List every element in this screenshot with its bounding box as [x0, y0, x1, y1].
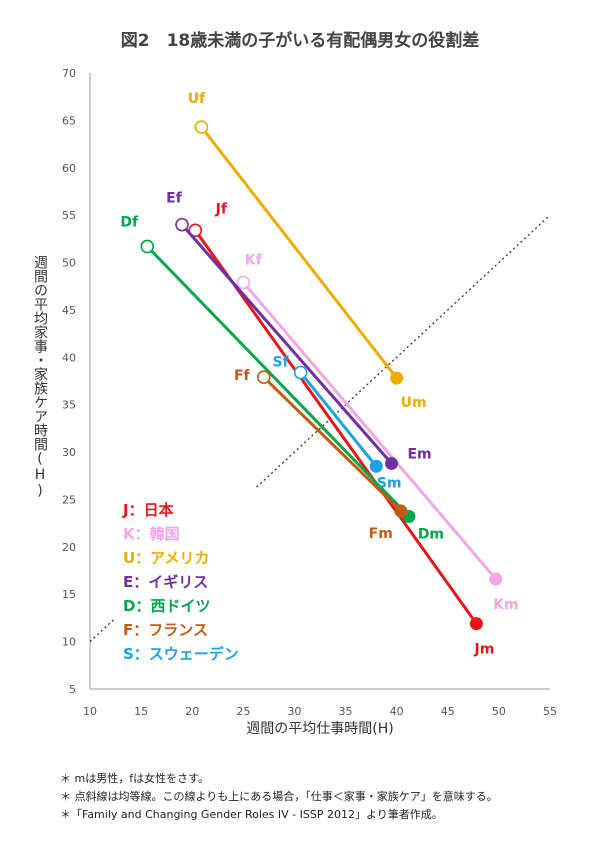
footnote-1: ＊ mは男性，fは女性をさす。: [60, 772, 209, 785]
y-tick-label: 45: [62, 304, 76, 317]
female-label-j: Jf: [215, 201, 228, 217]
series-line-k: [242, 281, 497, 581]
series-line-f: [262, 376, 402, 512]
y-tick-label: 65: [62, 114, 76, 127]
x-tick-label: 35: [339, 705, 353, 718]
x-tick-label: 15: [134, 705, 148, 718]
male-label-e: Em: [407, 446, 431, 462]
x-tick-label: 10: [83, 705, 97, 718]
male-label-s: Sm: [377, 475, 402, 491]
male-point-j: [469, 617, 483, 631]
female-label-u: Uf: [188, 91, 206, 107]
x-tick-label: 50: [492, 705, 506, 718]
x-tick-label: 40: [390, 705, 404, 718]
female-label-k: Kf: [245, 252, 263, 268]
chart-plot-area: 5 10 15 20 25 30 35 40 45 50 55 60 65 70 10 15 20 25 30 35 4…: [62, 67, 557, 718]
y-tick-label: 60: [62, 162, 76, 175]
legend-item-s: S：スウェーデン: [123, 645, 239, 663]
x-tick-label: 45: [441, 705, 455, 718]
legend-item-k: K：韓国: [123, 525, 180, 543]
point-label-layer: Jf Jm Kf Km Uf Um Ef Em Df Dm Ff Fm Sf Sm: [120, 91, 518, 658]
y-tick-label: 25: [62, 493, 76, 506]
y-tick-label: 55: [62, 209, 76, 222]
female-label-s: Sf: [272, 354, 289, 370]
x-tick-label: 55: [543, 705, 557, 718]
y-tick-label: 15: [62, 588, 76, 601]
equal-line-segment-upper: [256, 214, 551, 488]
y-tick-label: 40: [62, 351, 76, 364]
female-point-f: [256, 370, 271, 385]
male-point-u: [390, 371, 404, 385]
male-label-f: Fm: [369, 526, 393, 542]
axes-layer: 5 10 15 20 25 30 35 40 45 50 55 60 65 70 10 15 20 25 30 35 4…: [62, 67, 557, 718]
male-point-k: [489, 572, 503, 586]
equal-line-segment-lower: [89, 619, 114, 643]
male-point-s: [369, 459, 383, 473]
male-label-u: Um: [401, 395, 427, 411]
legend-item-d: D：西ドイツ: [123, 597, 210, 615]
male-label-j: Jm: [474, 642, 495, 658]
female-label-d: Df: [120, 214, 139, 230]
y-tick-label: 70: [62, 67, 76, 80]
y-axis-label: 週間の平均家事・家族ケア時間(H): [32, 255, 48, 499]
series-line-d: [146, 245, 411, 518]
y-tick-label: 10: [62, 636, 76, 649]
y-tick-label: 20: [62, 541, 76, 554]
legend-layer: J：日本 K：韓国 U：アメリカ E：イギリス D：西ドイツ F：フランス S：スウェーデン: [122, 501, 239, 663]
female-point-u: [194, 120, 209, 134]
female-point-j: [188, 223, 203, 238]
series-layer: [140, 120, 503, 631]
footnote-3: ＊「Family and Changing Gender Roles IV - …: [60, 808, 443, 821]
footnote-2: ＊ 点斜線は均等線。この線よりも上にある場合，「仕事＜家事・家族ケア」を意味する…: [60, 790, 498, 803]
legend-item-j: J：日本: [122, 501, 174, 519]
male-label-k: Km: [493, 597, 518, 613]
series-line-j: [194, 229, 478, 625]
y-tick-label: 35: [62, 399, 76, 412]
y-tick-label: 50: [62, 257, 76, 270]
female-label-e: Ef: [166, 191, 183, 207]
male-point-e: [385, 456, 399, 470]
series-line-u: [200, 126, 398, 380]
chart-title: 図2 18歳未満の子がいる有配偶男女の役割差: [120, 31, 480, 51]
female-point-k: [236, 275, 251, 290]
legend-item-u: U：アメリカ: [123, 549, 209, 567]
x-tick-label: 25: [236, 705, 250, 718]
x-tick-label: 20: [185, 705, 199, 718]
female-point-s: [293, 365, 308, 380]
legend-item-e: E：イギリス: [123, 573, 208, 591]
y-tick-label: 30: [62, 446, 76, 459]
female-point-d: [140, 239, 155, 254]
x-tick-label: 30: [287, 705, 301, 718]
reference-line-layer: [89, 214, 551, 643]
y-tick-label: 5: [69, 683, 76, 696]
female-label-f: Ff: [234, 368, 251, 384]
male-point-f: [394, 504, 408, 518]
x-axis-label: 週間の平均仕事時間(H): [246, 721, 394, 737]
male-label-d: Dm: [418, 527, 444, 543]
series-line-s: [299, 371, 378, 468]
series-line-e: [180, 223, 393, 465]
female-point-e: [175, 217, 189, 232]
footnotes: ＊ mは男性，fは女性をさす。 ＊ 点斜線は均等線。この線よりも上にある場合，「…: [60, 770, 590, 824]
legend-item-f: F：フランス: [123, 621, 208, 639]
